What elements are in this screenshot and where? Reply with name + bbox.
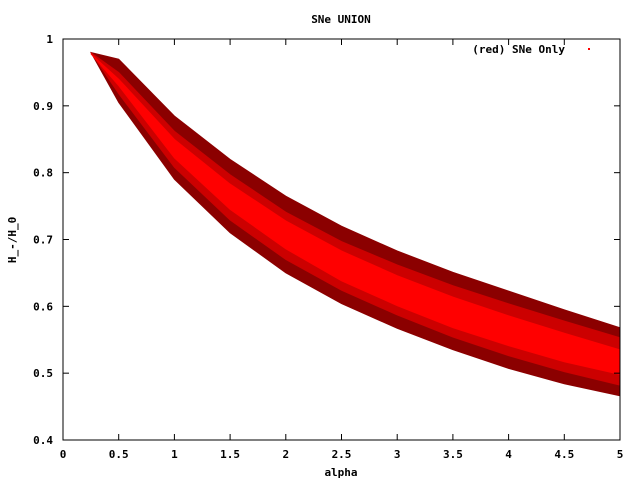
y-axis-ticks: 0.4 0.5 0.6 0.7 0.8 0.9 1	[33, 33, 620, 447]
x-tick-label: 0.5	[109, 448, 129, 461]
x-axis-label: alpha	[324, 466, 357, 479]
y-tick-label: 0.9	[33, 100, 53, 113]
x-tick-label: 1	[171, 448, 178, 461]
x-tick-label: 2.5	[332, 448, 352, 461]
x-tick-label: 4.5	[554, 448, 574, 461]
y-axis-label: H_-/H_0	[6, 217, 19, 263]
x-tick-label: 1.5	[220, 448, 240, 461]
region-inner	[90, 53, 621, 376]
y-tick-label: 0.7	[33, 234, 53, 247]
y-tick-label: 0.8	[33, 167, 53, 180]
x-tick-label: 3	[394, 448, 401, 461]
confidence-regions	[90, 51, 621, 397]
x-tick-label: 3.5	[443, 448, 463, 461]
chart-title: SNe UNION	[311, 13, 371, 26]
legend: (red) SNe Only	[472, 43, 590, 56]
y-tick-label: 1	[46, 33, 53, 46]
x-tick-label: 0	[60, 448, 67, 461]
x-tick-label: 2	[282, 448, 289, 461]
x-tick-label: 4	[505, 448, 512, 461]
legend-label: (red) SNe Only	[472, 43, 565, 56]
x-tick-label: 5	[617, 448, 624, 461]
y-tick-label: 0.5	[33, 367, 53, 380]
legend-swatch	[588, 48, 590, 50]
y-tick-label: 0.4	[33, 434, 53, 447]
x-axis-ticks: 0 0.5 1 1.5 2 2.5 3 3.5 4 4.5 5	[60, 39, 624, 461]
y-tick-label: 0.6	[33, 300, 53, 313]
